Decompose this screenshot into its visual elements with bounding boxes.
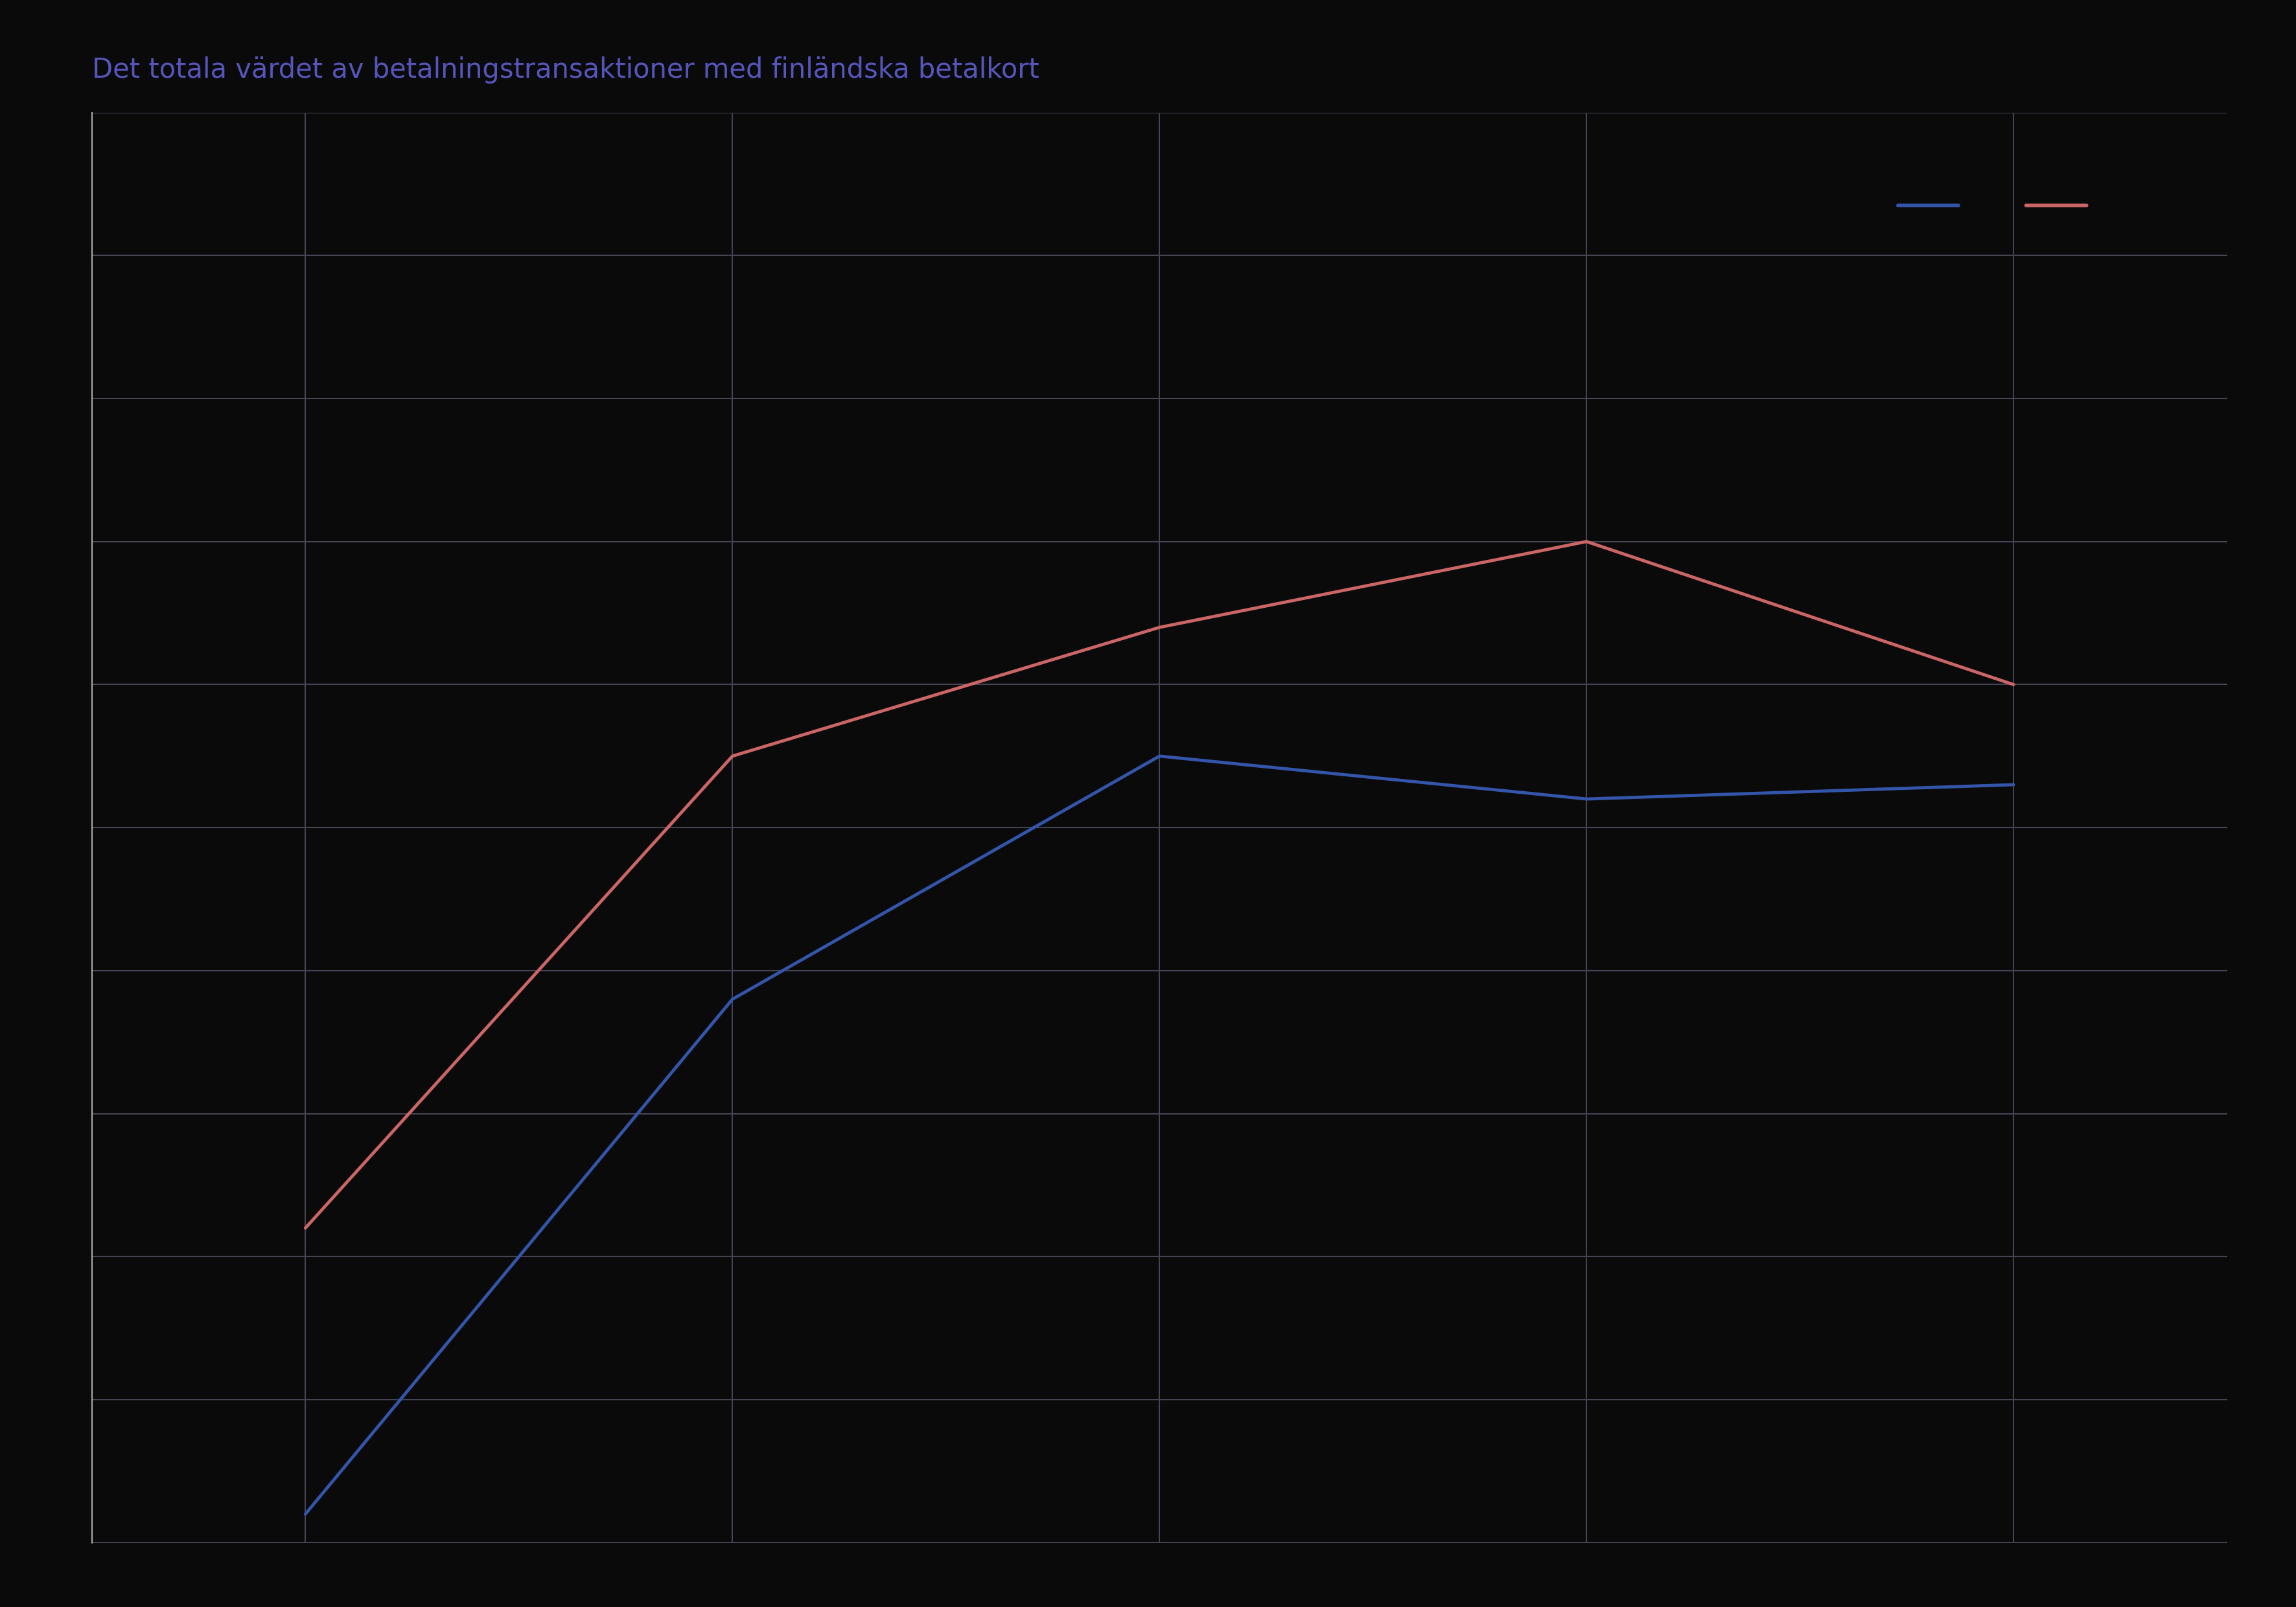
Text: Det totala värdet av betalningstransaktioner med finländska betalkort: Det totala värdet av betalningstransakti… (92, 56, 1040, 84)
